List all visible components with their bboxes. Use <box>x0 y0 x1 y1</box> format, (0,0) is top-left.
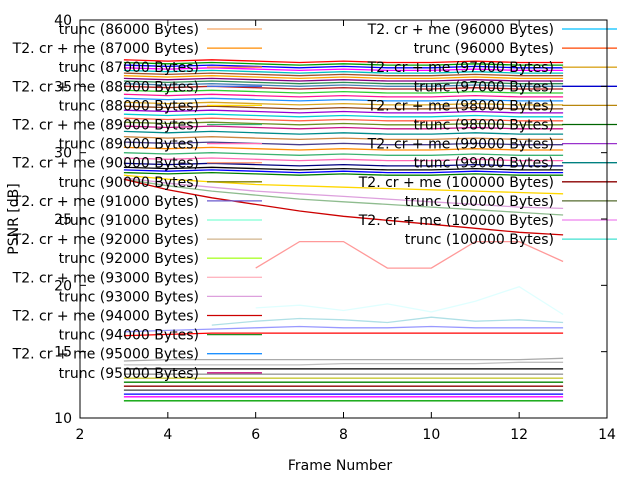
series-line-16 <box>123 105 564 110</box>
series-line-28 <box>123 162 564 167</box>
series-line-3 <box>123 64 564 69</box>
y-tick-label: 25 <box>54 212 72 228</box>
series-line-39 <box>123 325 564 333</box>
legend-label-right: trunc (99000 Bytes) <box>414 156 554 172</box>
legend-label-left: trunc (86000 Bytes) <box>59 22 199 38</box>
legend-label-left: T2. cr + me (90000 Bytes) <box>12 156 199 172</box>
legend-label-left: T2. cr + me (89000 Bytes) <box>12 118 199 134</box>
legend-label-right: T2. cr + me (100000 Bytes) <box>358 175 554 191</box>
series-line-12 <box>123 89 564 94</box>
x-tick-label: 10 <box>422 427 440 443</box>
series-line-27 <box>123 157 564 162</box>
series-line-33 <box>123 177 564 210</box>
legend-label-left: trunc (95000 Bytes) <box>59 366 199 382</box>
series-line-26 <box>123 152 564 156</box>
legend-layer: trunc (86000 Bytes) T2. cr + me (87000 By… <box>12 22 617 382</box>
legend-label-right: T2. cr + me (99000 Bytes) <box>367 137 554 153</box>
legend-label-right: T2. cr + me (97000 Bytes) <box>367 60 554 76</box>
series-line-9 <box>123 80 564 85</box>
series-line-23 <box>123 136 564 141</box>
series-line-25 <box>123 146 564 151</box>
x-tick-label: 14 <box>598 427 616 443</box>
legend-label-left: T2. cr + me (92000 Bytes) <box>12 232 199 248</box>
y-axis-label: PSNR [dB] <box>6 183 22 254</box>
series-line-41 <box>123 357 564 362</box>
series-line-36 <box>255 240 564 269</box>
series-line-4 <box>123 67 564 72</box>
legend-label-left: trunc (92000 Bytes) <box>59 251 199 267</box>
legend-label-left: trunc (93000 Bytes) <box>59 289 199 305</box>
series-line-40 <box>123 332 564 337</box>
legend-label-left: trunc (94000 Bytes) <box>59 328 199 344</box>
legend-label-right: trunc (97000 Bytes) <box>414 79 554 95</box>
legend-label-left: trunc (88000 Bytes) <box>59 98 199 114</box>
series-line-30 <box>123 169 564 174</box>
x-tick-label: 4 <box>163 427 172 443</box>
y-tick-label: 30 <box>54 146 72 162</box>
legend-label-left: T2. cr + me (93000 Bytes) <box>12 270 199 286</box>
series-line-18 <box>123 113 564 118</box>
legend-label-left: T2. cr + me (88000 Bytes) <box>12 79 199 95</box>
series-line-8 <box>123 77 564 82</box>
y-tick-label: 35 <box>54 79 72 95</box>
legend-label-left: T2. cr + me (94000 Bytes) <box>12 309 199 325</box>
series-line-37 <box>255 285 564 316</box>
series-line-29 <box>123 166 564 171</box>
series-line-11 <box>123 85 564 90</box>
series-line-20 <box>123 121 564 126</box>
y-tick-label: 20 <box>54 278 72 294</box>
y-tick-label: 40 <box>54 13 72 29</box>
series-line-32 <box>123 174 564 195</box>
series-line-5 <box>123 69 564 74</box>
x-tick-label: 12 <box>510 427 528 443</box>
legend-label-left: trunc (89000 Bytes) <box>59 137 199 153</box>
series-line-38 <box>211 316 564 326</box>
x-tick-label: 6 <box>251 427 260 443</box>
series-line-34 <box>123 178 564 216</box>
series-line-7 <box>123 75 564 80</box>
legend-label-right: trunc (98000 Bytes) <box>414 118 554 134</box>
series-line-35 <box>123 178 564 236</box>
legend-label-right: trunc (100000 Bytes) <box>405 232 554 248</box>
series-line-1 <box>123 59 564 64</box>
series-line-13 <box>123 93 564 98</box>
legend-label-right: T2. cr + me (96000 Bytes) <box>367 22 554 38</box>
legend-label-right: trunc (100000 Bytes) <box>405 194 554 210</box>
y-tick-label: 15 <box>54 345 72 361</box>
series-line-24 <box>123 141 564 146</box>
x-tick-label: 2 <box>76 427 85 443</box>
legend-label-left: trunc (91000 Bytes) <box>59 213 199 229</box>
axis-ticks: 2 4 6 8 10 12 14 10 15 20 25 30 35 40 <box>54 13 616 443</box>
legend-label-left: T2. cr + me (87000 Bytes) <box>12 41 199 57</box>
legend-label-right: T2. cr + me (100000 Bytes) <box>358 213 554 229</box>
x-tick-label: 8 <box>339 427 348 443</box>
series-line-31 <box>123 171 564 176</box>
series-line-21 <box>123 125 564 130</box>
series-line-19 <box>123 117 564 122</box>
series-line-10 <box>123 83 564 87</box>
legend-label-left: T2. cr + me (95000 Bytes) <box>12 347 199 363</box>
series-line-15 <box>123 101 564 106</box>
legend-label-left: T2. cr + me (91000 Bytes) <box>12 194 199 210</box>
series-line-42 <box>123 361 564 366</box>
series-line-17 <box>123 109 564 114</box>
y-tick-label: 10 <box>54 411 72 427</box>
legend-label-right: T2. cr + me (98000 Bytes) <box>367 98 554 114</box>
legend-label-left: trunc (87000 Bytes) <box>59 60 199 76</box>
x-axis-label: Frame Number <box>288 458 393 474</box>
series-line-2 <box>123 61 564 66</box>
legend-label-right: trunc (96000 Bytes) <box>414 41 554 57</box>
series-line-14 <box>123 97 564 102</box>
legend-label-left: trunc (90000 Bytes) <box>59 175 199 191</box>
series-layer <box>123 59 564 402</box>
series-line-6 <box>123 72 564 77</box>
series-line-22 <box>123 130 564 135</box>
